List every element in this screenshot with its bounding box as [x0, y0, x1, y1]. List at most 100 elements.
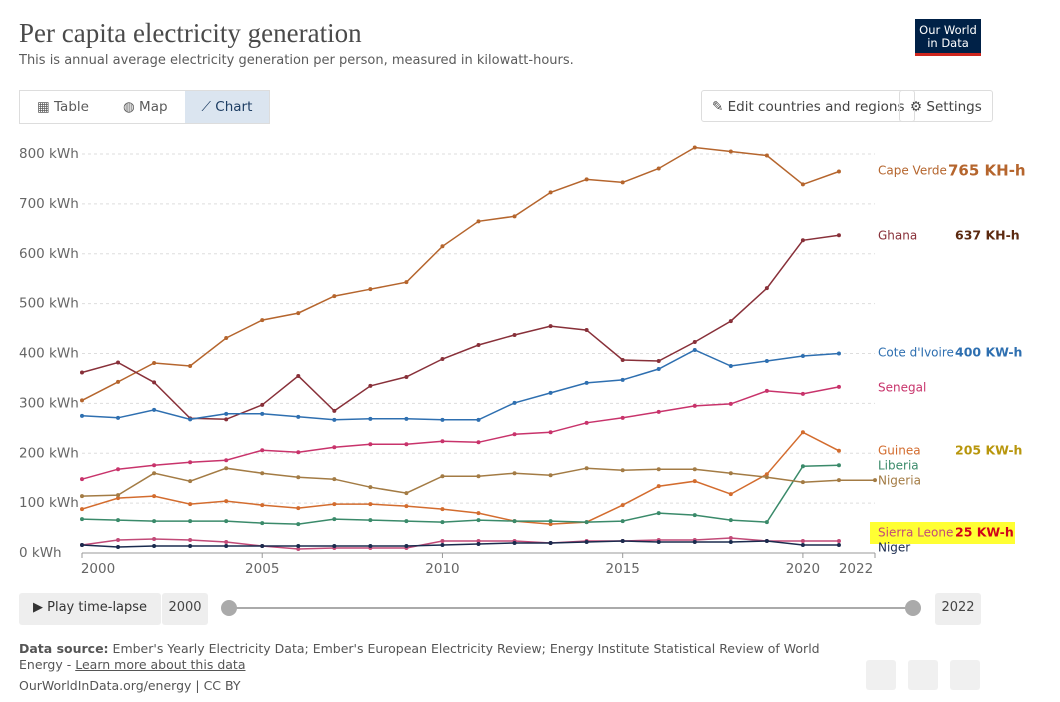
data-point [512, 333, 517, 338]
data-point [116, 379, 121, 384]
data-point [584, 420, 589, 425]
end-year[interactable]: 2022 [935, 593, 981, 625]
data-point [332, 517, 337, 522]
data-point [116, 360, 121, 365]
tab-active[interactable]: ⟋ Chart [184, 91, 270, 123]
data-point [692, 348, 697, 353]
data-point [728, 363, 733, 368]
data-point [116, 538, 121, 543]
data-point [152, 537, 157, 542]
data-point [224, 458, 229, 463]
settings-button[interactable]: ⚙ Settings [899, 90, 993, 122]
annotation: 25 KW-h [955, 525, 1014, 540]
x-tick-label: 2005 [245, 561, 279, 577]
data-point [152, 544, 157, 549]
data-point [368, 544, 373, 549]
y-tick-label: 700 kWh [19, 196, 79, 212]
data-point [836, 463, 841, 468]
data-point [800, 430, 805, 435]
y-tick-label: 500 kWh [19, 296, 79, 312]
data-point [584, 380, 589, 385]
data-point [368, 416, 373, 421]
slider-knob[interactable] [905, 600, 921, 616]
source-text: Ember's Yearly Electricity Data; Ember's… [19, 641, 820, 672]
data-point [764, 475, 769, 480]
data-point [728, 518, 733, 523]
series-line [81, 431, 840, 525]
data-point [188, 519, 193, 524]
data-point [224, 499, 229, 504]
source-link[interactable]: Learn more about this data [75, 657, 246, 672]
data-point [260, 318, 265, 323]
download-icon[interactable] [866, 660, 896, 690]
y-tick-label: 300 kWh [19, 395, 79, 411]
data-point [620, 539, 625, 544]
x-tick-label: 2010 [425, 561, 459, 577]
annotation: 765 KH-h [948, 162, 1026, 180]
tab[interactable]: ◍ Map [122, 99, 168, 115]
series-label: Niger [878, 541, 910, 555]
edit-button[interactable]: ✎ Edit countries and regions [701, 90, 916, 122]
annotation: 637 KH-h [955, 228, 1020, 243]
data-point [152, 463, 157, 468]
data-point [224, 336, 229, 341]
chart: 0 kWh 100 kWh 200 kWh 300 kWh 400 kWh 500 kWh… [19, 145, 1026, 577]
data-point [764, 520, 769, 525]
data-point [692, 479, 697, 484]
data-point [656, 484, 661, 489]
series-label: Cote d'Ivoire [878, 346, 954, 360]
data-point [296, 450, 301, 455]
fullscreen-icon[interactable] [950, 660, 980, 690]
data-point [296, 544, 301, 549]
data-point [332, 544, 337, 549]
data-point [188, 538, 193, 543]
data-point [476, 219, 481, 224]
data-point [764, 388, 769, 393]
data-point [836, 448, 841, 453]
series-label: Nigeria [878, 474, 921, 488]
data-point [548, 522, 553, 527]
data-point [620, 503, 625, 508]
data-point [440, 474, 445, 479]
data-point [80, 413, 84, 418]
data-point [404, 544, 409, 549]
footer: OurWorldInData.org/energy | CC BY [19, 678, 241, 693]
annotation: 205 KW-h [955, 443, 1022, 458]
series-label: Liberia [878, 459, 919, 473]
series-label: Sierra Leone [878, 526, 953, 540]
series-label: Senegal [878, 381, 926, 395]
data-point [224, 519, 229, 524]
data-point [260, 521, 265, 526]
data-point [368, 502, 373, 507]
series-line [81, 464, 840, 525]
series-line [81, 540, 839, 548]
x-tick-label: 2000 [81, 561, 115, 577]
slider-knob[interactable] [221, 600, 237, 616]
data-point [296, 475, 301, 480]
start-year[interactable]: 2000 [162, 593, 208, 625]
data-point [656, 511, 661, 516]
data-point [152, 471, 157, 476]
data-point [764, 286, 769, 291]
data-point [656, 540, 661, 545]
logo[interactable]: Our World in Data [915, 19, 981, 56]
data-point [764, 358, 769, 363]
logo-line: in Data [927, 36, 969, 50]
share-icon[interactable] [908, 660, 938, 690]
data-point [836, 233, 841, 238]
play-button[interactable]: ▶ Play time-lapse [19, 593, 162, 625]
data-point [224, 540, 229, 545]
data-point [692, 540, 697, 545]
data-point [548, 473, 553, 478]
data-point [512, 214, 517, 219]
data-point [440, 520, 445, 525]
data-point [656, 358, 661, 363]
series-line [81, 537, 839, 550]
data-point [620, 377, 625, 382]
data-point [476, 539, 481, 544]
data-point [296, 311, 301, 316]
data-point [764, 539, 769, 544]
series-label: Guinea [878, 444, 921, 458]
tab[interactable]: ▦ Table [37, 99, 89, 115]
data-point [260, 402, 265, 407]
